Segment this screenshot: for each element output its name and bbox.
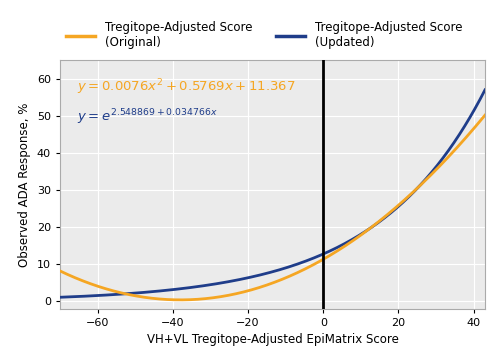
Legend: Tregitope-Adjusted Score
(Original), Tregitope-Adjusted Score
(Updated): Tregitope-Adjusted Score (Original), Tre… [66, 21, 462, 49]
Text: $y = 0.0076x^2+0.5769x+11.367$: $y = 0.0076x^2+0.5769x+11.367$ [77, 78, 296, 97]
X-axis label: VH+VL Tregitope-Adjusted EpiMatrix Score: VH+VL Tregitope-Adjusted EpiMatrix Score [146, 333, 398, 346]
Y-axis label: Observed ADA Response, %: Observed ADA Response, % [18, 102, 32, 267]
Text: $y = e^{2.548869+0.034766x}$: $y = e^{2.548869+0.034766x}$ [77, 108, 218, 127]
